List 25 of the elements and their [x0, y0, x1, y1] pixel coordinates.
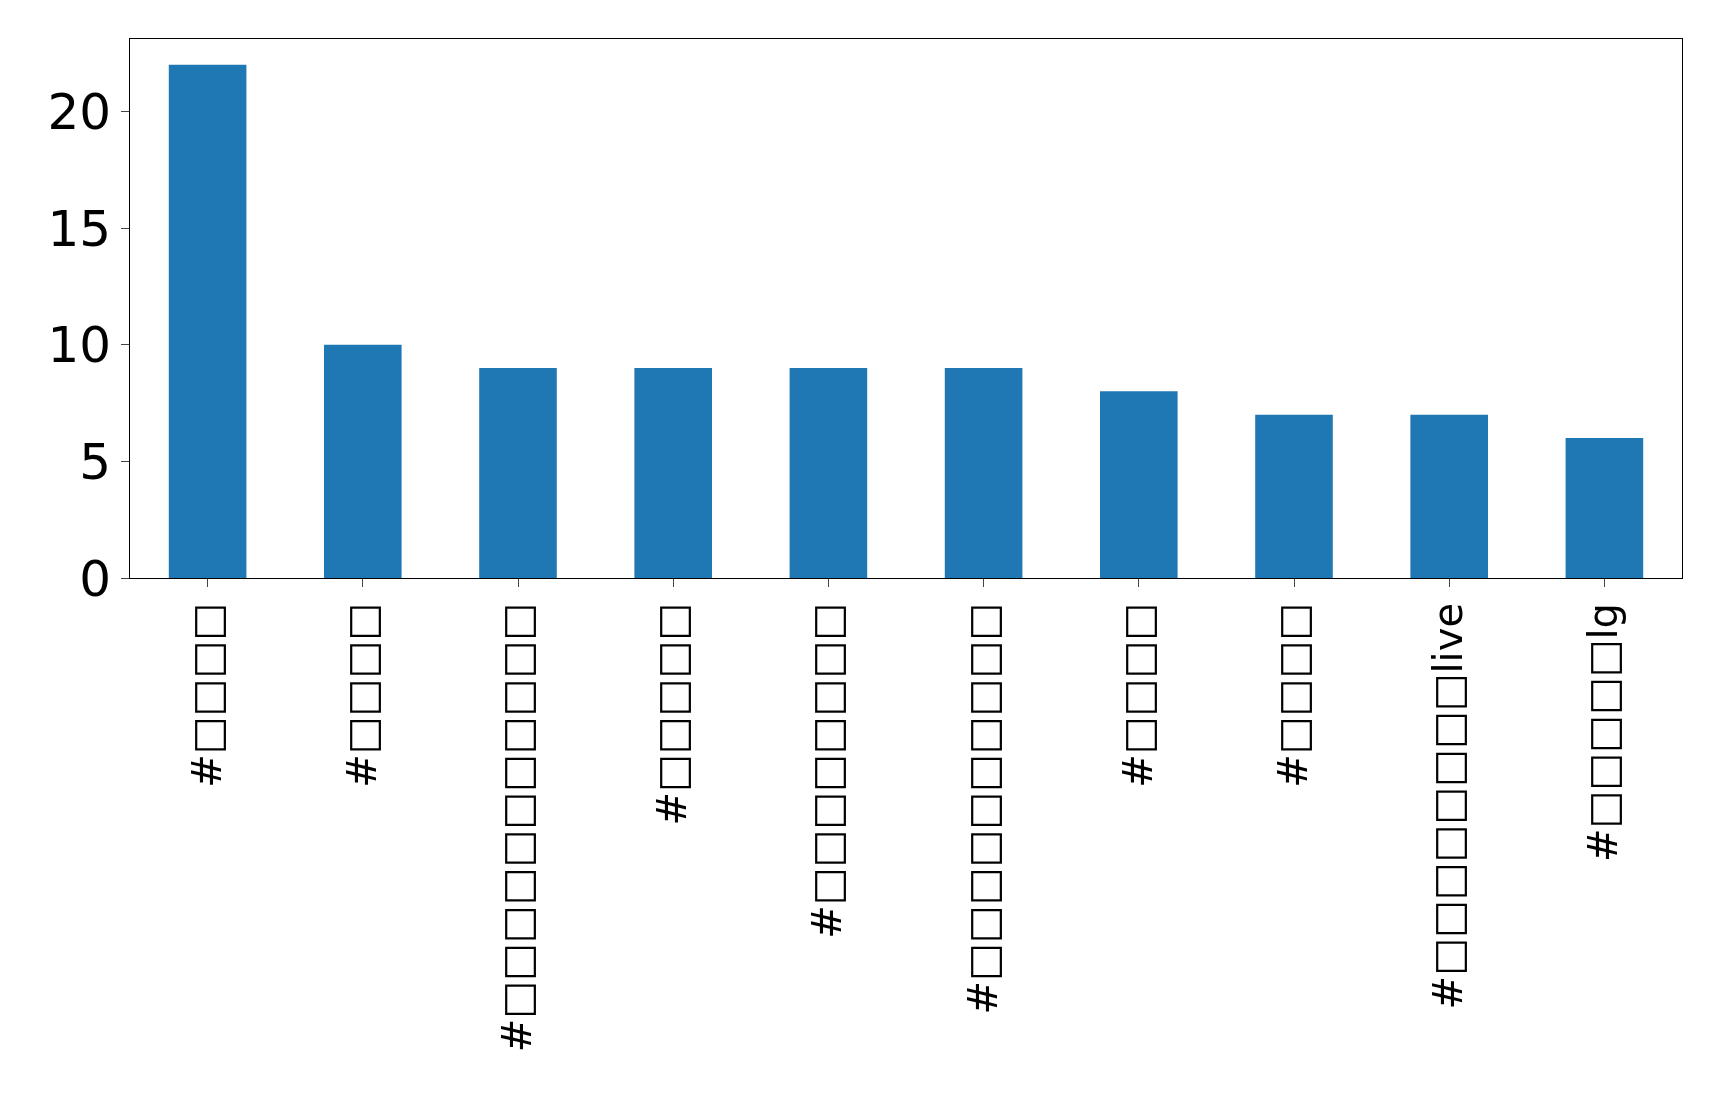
bar [1255, 414, 1333, 578]
x-tick-label: #□□□□□ [649, 603, 696, 826]
x-tick-label: #□□□□□□□□live [1425, 603, 1472, 1010]
x-tick-label: #□□□□ [338, 603, 385, 788]
x-tick-label: #□□□□ [1114, 603, 1161, 788]
x-tick-label: #□□□□□□□□□□□ [494, 603, 540, 1053]
y-tick-label: 15 [47, 199, 111, 258]
bar [634, 368, 712, 578]
bar [1100, 391, 1178, 578]
bar [1410, 414, 1488, 578]
bar [1565, 438, 1644, 578]
y-tick-label: 0 [79, 549, 111, 608]
x-tick-label: #□□□□ [1270, 603, 1316, 788]
x-tick-label: #□□□□ [183, 603, 230, 788]
bar [944, 368, 1023, 578]
bar [479, 368, 557, 578]
y-tick-label: 5 [79, 432, 111, 491]
y-tick-label: 20 [47, 82, 111, 141]
y-tick-label: 10 [47, 316, 111, 375]
bar [324, 344, 402, 578]
x-tick-label: #□□□□□□□□ [804, 603, 851, 939]
bar [168, 64, 247, 578]
x-tick-label: #□□□□□□□□□□ [959, 603, 1006, 1015]
bar [789, 368, 868, 578]
x-tick-label: #□□□□□lg [1580, 603, 1627, 862]
